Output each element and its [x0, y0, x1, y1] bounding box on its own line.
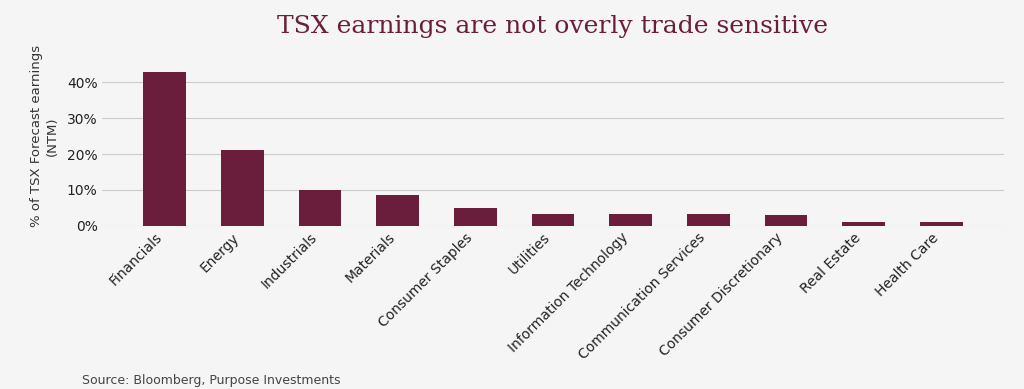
Bar — [299, 190, 341, 226]
Bar — [143, 72, 186, 226]
Title: TSX earnings are not overly trade sensitive: TSX earnings are not overly trade sensit… — [278, 15, 828, 38]
Bar — [376, 195, 419, 226]
Text: Source: Bloomberg, Purpose Investments: Source: Bloomberg, Purpose Investments — [82, 374, 340, 387]
Bar — [221, 151, 264, 226]
Y-axis label: % of TSX Forecast earnings
(NTM): % of TSX Forecast earnings (NTM) — [31, 45, 58, 227]
Bar — [920, 222, 963, 226]
Bar — [531, 214, 574, 226]
Bar — [765, 215, 807, 226]
Bar — [842, 222, 885, 226]
Bar — [609, 214, 652, 226]
Bar — [454, 208, 497, 226]
Bar — [687, 214, 730, 226]
